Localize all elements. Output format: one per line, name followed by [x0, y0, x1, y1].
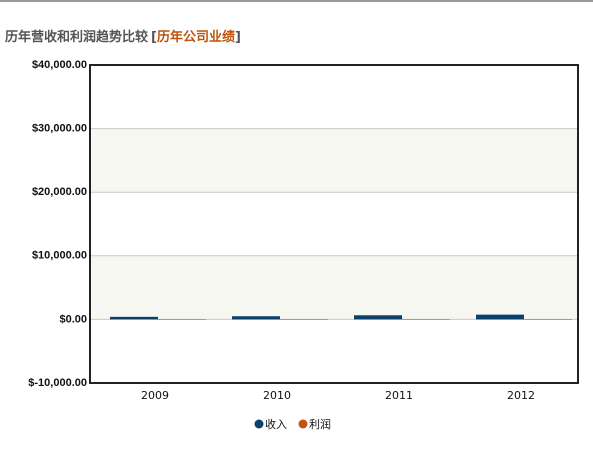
chart-title: 历年营收和利润趋势比较 [5, 29, 148, 45]
x-tick-label: 2009 [141, 389, 169, 402]
y-tick-label: $10,000.00 [32, 250, 87, 262]
bar [280, 319, 328, 320]
chart-subtitle[interactable]: 历年公司业绩 [157, 29, 235, 45]
bar [110, 316, 158, 320]
y-tick-label: $30,000.00 [32, 123, 87, 135]
legend-marker [254, 419, 264, 429]
bar [476, 314, 524, 320]
legend-label: 利润 [309, 417, 331, 431]
bar [232, 316, 280, 320]
plot-band [90, 128, 578, 193]
legend-label: 收入 [265, 417, 287, 431]
legend-marker [298, 419, 308, 429]
chart-title-group: 历年营收和利润趋势比较 [历年公司业绩] [5, 29, 241, 45]
bracket-open: [ [151, 30, 157, 45]
plot-band [90, 255, 578, 320]
bar [402, 319, 450, 320]
y-tick-label: $0.00 [59, 313, 87, 325]
plot-frame [89, 64, 579, 384]
bar [524, 319, 572, 320]
y-tick-label: $40,000.00 [32, 59, 87, 71]
bracket-close: ] [235, 30, 241, 45]
x-tick-label: 2012 [507, 389, 535, 402]
y-tick-label: $20,000.00 [32, 186, 87, 198]
bar [354, 315, 402, 320]
y-tick-label: $-10,000.00 [28, 377, 87, 389]
bar [158, 319, 206, 320]
x-tick-label: 2010 [263, 389, 291, 402]
x-tick-label: 2011 [385, 389, 413, 402]
